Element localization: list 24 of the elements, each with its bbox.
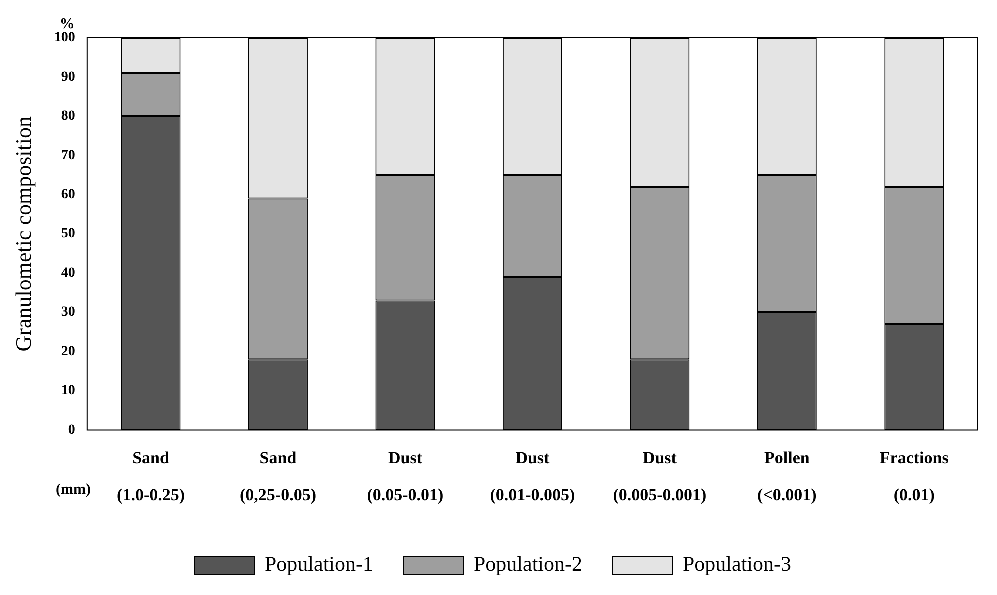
x-tick-label: Fractions (0.01) (880, 448, 950, 505)
y-tick-label: 20 (61, 344, 76, 360)
legend-label: Population-1 (265, 552, 374, 576)
y-tick-label: 100 (54, 30, 76, 46)
y-tick-label: 40 (61, 266, 76, 281)
y-tick-label: 30 (61, 305, 76, 320)
text: (mm) (56, 482, 91, 498)
y-tick-label: 90 (61, 70, 76, 85)
x-tick-label: Dust (0.05-0.01) (367, 448, 444, 505)
legend-label: Population-2 (474, 552, 582, 576)
y-axis-title: Granulometic composition (10, 116, 36, 352)
legend-label: Population-3 (683, 552, 792, 576)
x-tick-label: Dust (0.005-0.001) (613, 448, 707, 505)
x-tick-label: Pollen (<0.001) (758, 448, 817, 505)
y-tick-label: 10 (61, 384, 76, 399)
x-tick-label: Sand (0,25-0.05) (240, 448, 316, 505)
x-tick-label: Sand (1.0-0.25) (117, 448, 186, 505)
y-tick-label: 80 (61, 109, 76, 124)
y-tick-label: 60 (61, 187, 76, 202)
text: % (60, 16, 75, 32)
x-tick-label: Dust (0.01-0.005) (490, 448, 576, 505)
y-tick-label: 70 (61, 148, 76, 164)
y-tick-label: 50 (61, 226, 76, 242)
y-tick-label: 0 (68, 422, 76, 438)
